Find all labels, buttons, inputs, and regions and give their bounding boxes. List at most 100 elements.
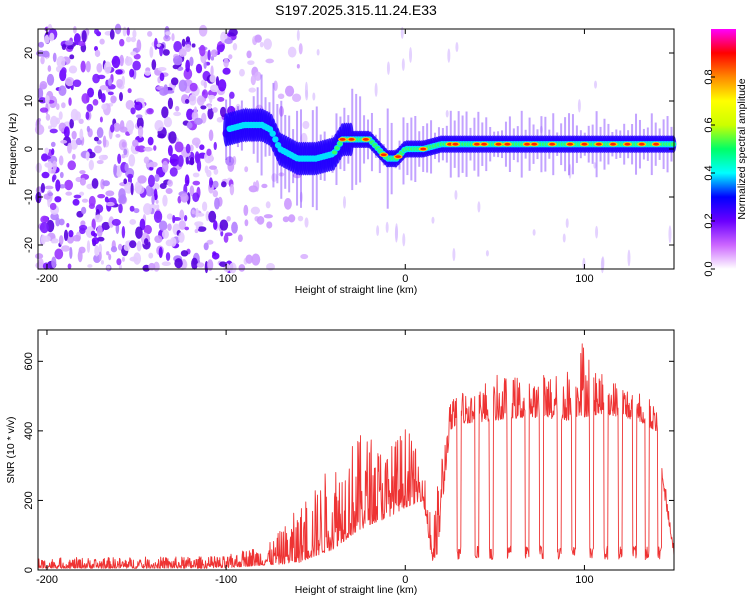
noise-blob — [172, 64, 180, 70]
noise-blob — [207, 259, 214, 271]
noise-blob — [157, 133, 165, 139]
noise-blob — [273, 80, 278, 92]
noise-blob — [46, 73, 55, 86]
noise-blob — [125, 99, 135, 110]
noise-blob — [39, 222, 49, 234]
noise-blob — [183, 68, 193, 80]
noise-blob — [86, 240, 91, 253]
ridge-core-green — [670, 142, 676, 147]
noise-blob — [593, 162, 597, 169]
noise-blob — [147, 30, 153, 37]
noise-blob — [129, 205, 135, 212]
noise-blob — [109, 29, 115, 40]
noise-blob — [213, 141, 217, 151]
noise-blob — [158, 220, 168, 232]
noise-blob — [189, 56, 194, 67]
noise-blob — [81, 93, 90, 104]
noise-blob — [134, 101, 143, 111]
noise-blob — [142, 264, 151, 272]
noise-blob — [199, 44, 206, 57]
noise-blob — [143, 203, 152, 216]
noise-blob — [44, 95, 50, 105]
noise-blob — [72, 79, 82, 88]
noise-blob — [87, 264, 93, 268]
noise-blob — [122, 26, 127, 37]
noise-blob — [210, 49, 218, 58]
noise-blob — [113, 122, 121, 133]
ridge-core-green — [334, 146, 340, 151]
noise-blob — [125, 120, 135, 133]
spectrogram-noise-blobs — [34, 23, 672, 274]
noise-blob — [207, 104, 212, 110]
noise-blob — [163, 116, 173, 128]
noise-blob — [174, 141, 184, 153]
snr-panel: -200 -100 0 100 0 200 400 600 Height of straig… — [5, 329, 675, 596]
noise-blob — [55, 179, 61, 192]
ridge-hotspot-core — [339, 138, 346, 141]
noise-blob — [79, 177, 86, 186]
ridge-hotspot-core — [524, 142, 531, 146]
noise-blob — [159, 72, 165, 82]
noise-blob — [117, 153, 122, 165]
noise-blob — [296, 29, 300, 41]
noise-blob — [35, 162, 42, 173]
snr-y-ticks: 0 200 400 600 — [23, 352, 674, 573]
ridge-core-green — [337, 141, 343, 146]
noise-blob — [151, 194, 155, 205]
noise-blob — [207, 49, 211, 61]
noise-blob — [181, 38, 186, 47]
noise-blob — [110, 246, 118, 253]
noise-blob — [105, 201, 115, 207]
noise-blob — [214, 197, 220, 210]
noise-blob — [116, 258, 122, 266]
noise-blob — [85, 151, 90, 161]
ridge-hotspot-core — [581, 142, 588, 146]
ridge-hotspot-core — [380, 153, 387, 157]
noise-blob — [287, 46, 297, 58]
noise-blob — [199, 144, 205, 151]
noise-blob — [386, 61, 390, 75]
noise-blob — [40, 234, 46, 245]
noise-blob — [208, 210, 217, 223]
ridge-hotspot-core — [504, 142, 511, 146]
noise-blob — [54, 248, 64, 260]
noise-blob — [223, 58, 229, 68]
noise-blob — [219, 261, 228, 268]
colorbar: 0.0 0.2 0.4 0.6 0.8 Normalized spectral ampl… — [703, 29, 748, 277]
noise-blob — [159, 183, 167, 190]
noise-blob — [124, 56, 133, 66]
noise-blob — [92, 98, 99, 106]
noise-blob — [80, 60, 86, 73]
noise-blob — [196, 262, 205, 268]
noise-blob — [217, 79, 227, 92]
noise-blob — [220, 230, 224, 237]
noise-blob — [88, 159, 94, 171]
noise-blob — [342, 196, 346, 209]
noise-blob — [49, 202, 57, 211]
noise-blob — [99, 116, 103, 123]
noise-blob — [51, 238, 59, 244]
noise-blob — [77, 249, 83, 263]
spectrogram-y-tick-label: -20 — [23, 237, 35, 253]
noise-blob — [96, 159, 104, 165]
noise-blob — [194, 221, 204, 227]
noise-blob — [219, 219, 229, 231]
noise-blob — [195, 207, 199, 218]
noise-blob — [81, 198, 89, 203]
noise-blob — [145, 163, 152, 168]
noise-blob — [161, 160, 169, 173]
noise-blob — [144, 238, 149, 246]
noise-blob — [98, 251, 102, 261]
noise-blob — [143, 156, 150, 164]
noise-blob — [91, 237, 100, 245]
snr-y-tick-label: 0 — [23, 567, 35, 573]
ridge-hotspot-core — [473, 142, 480, 146]
noise-blob — [111, 218, 121, 226]
snr-x-axis-label: Height of straight line (km) — [295, 584, 418, 596]
noise-blob — [191, 137, 201, 146]
noise-blob — [447, 48, 451, 63]
noise-blob — [192, 180, 201, 186]
noise-blob — [210, 55, 215, 61]
noise-blob — [300, 254, 309, 260]
ridge-hotspot-core — [595, 142, 602, 146]
